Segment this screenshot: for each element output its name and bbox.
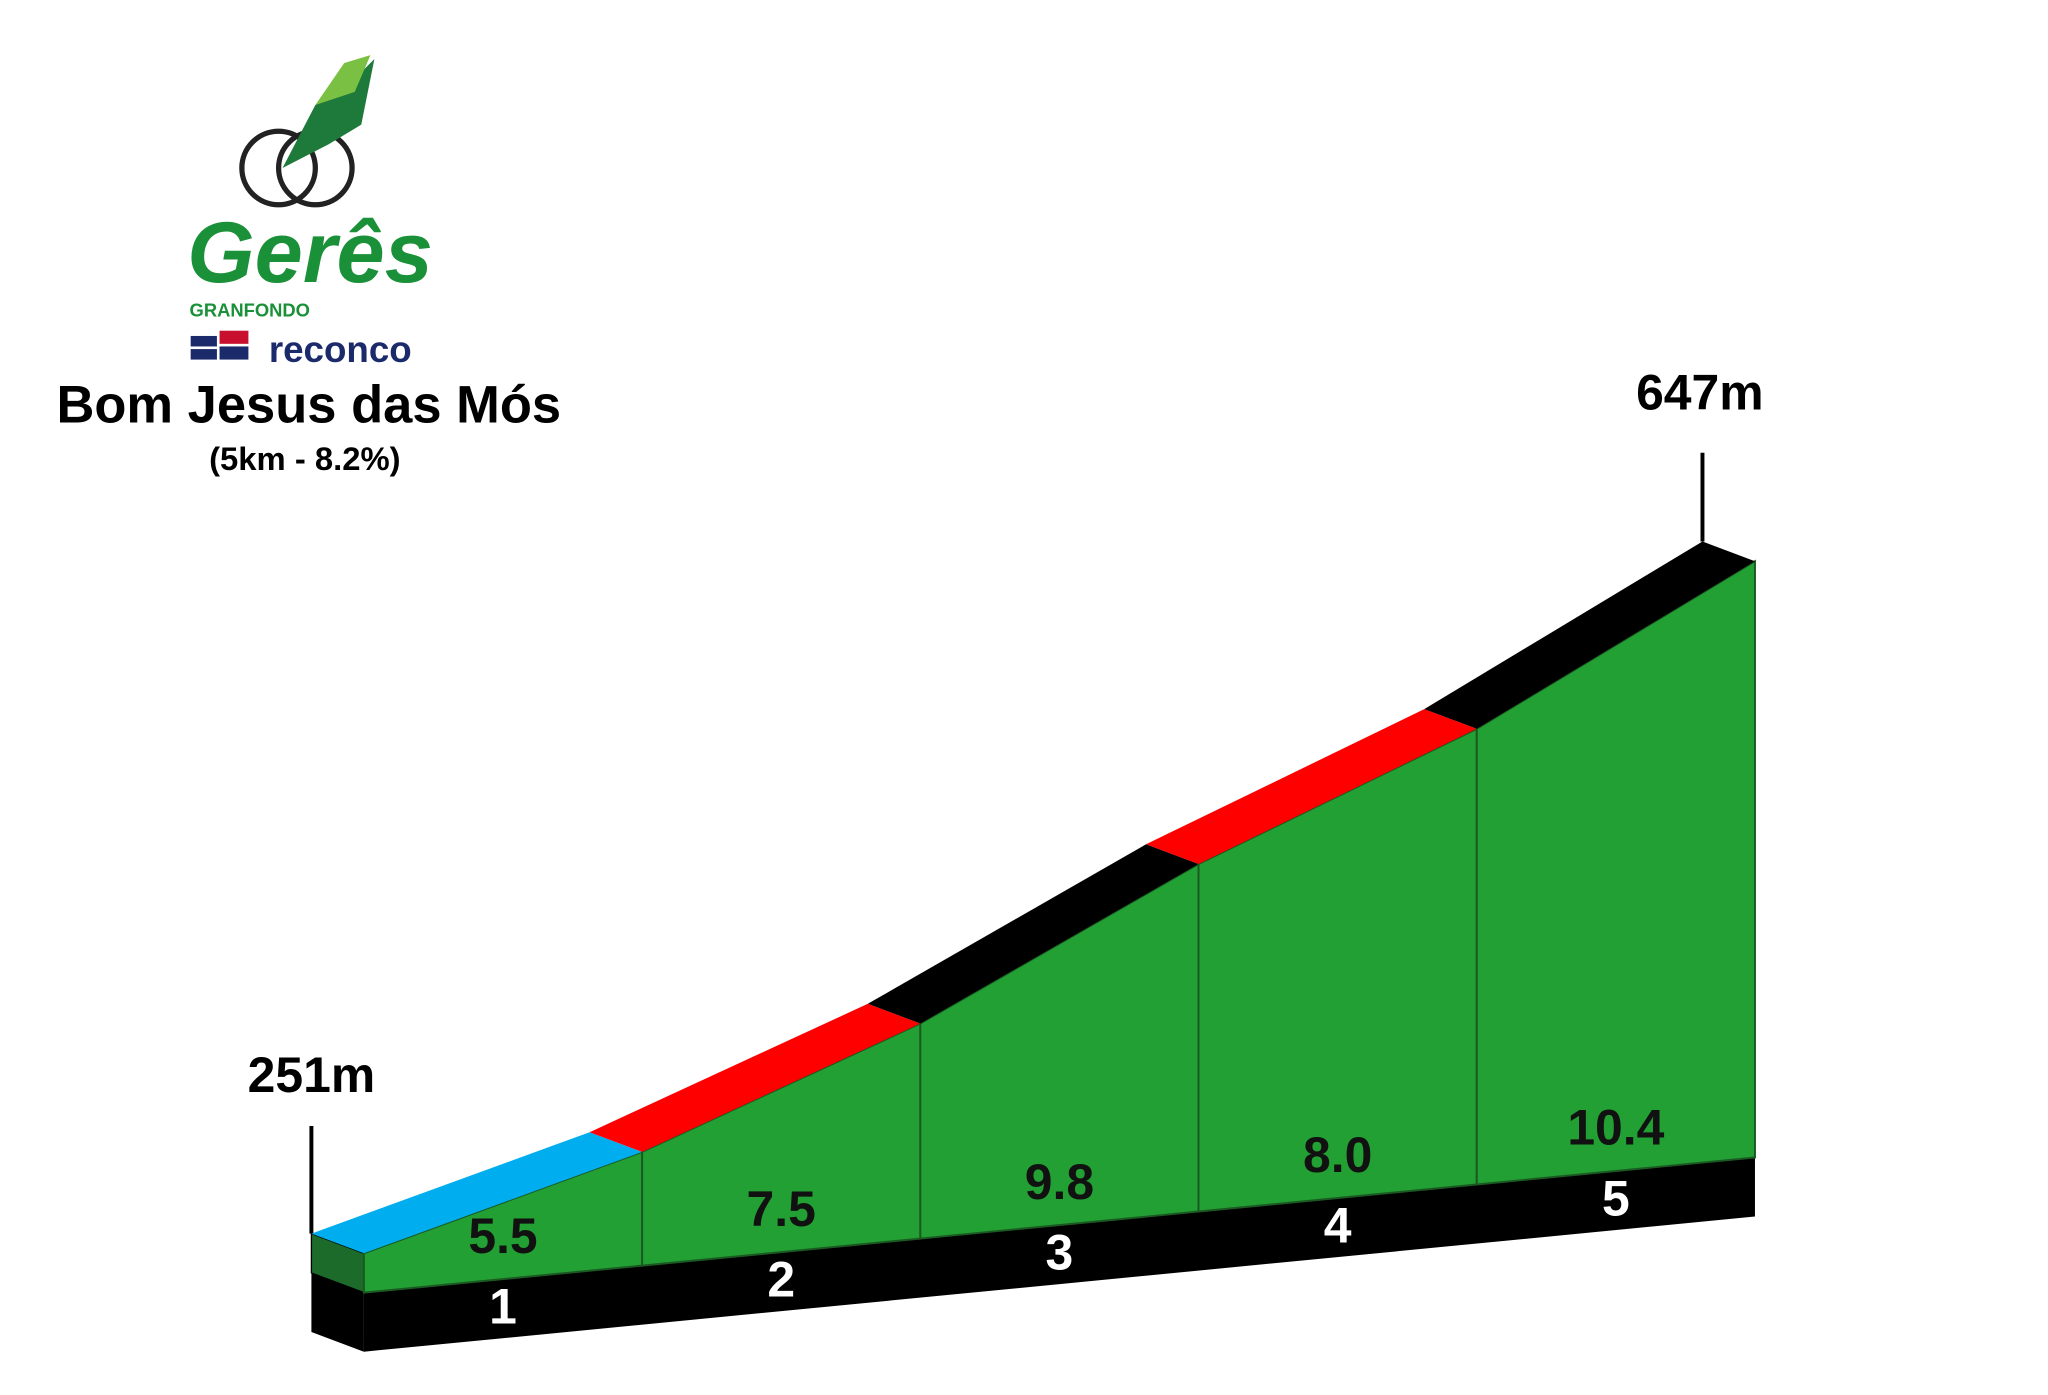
base-slab-side (311, 1272, 364, 1352)
logo-flag (190, 349, 217, 360)
chart-title: Bom Jesus das Mós (56, 376, 561, 435)
gradient-label: 8.0 (1303, 1127, 1372, 1183)
segment-top (1146, 709, 1477, 864)
gradient-label: 5.5 (468, 1208, 537, 1264)
gradient-label: 7.5 (747, 1181, 816, 1237)
logo-tagline: GRANFONDO (190, 299, 310, 320)
logo-flag (219, 346, 249, 360)
segment-top (311, 1132, 643, 1254)
logo-name: Gerês (187, 205, 433, 301)
segment-top (867, 844, 1199, 1024)
end-elevation: 647m (1636, 364, 1764, 420)
km-label: 5 (1602, 1171, 1630, 1227)
km-label: 2 (767, 1252, 795, 1308)
gradient-label: 10.4 (1567, 1100, 1664, 1156)
logo: Gerês GRANFONDO reconco (187, 55, 433, 370)
start-elevation: 251m (248, 1047, 376, 1103)
km-label: 3 (1046, 1225, 1074, 1281)
segment-top (589, 1003, 921, 1152)
gradient-label: 9.8 (1025, 1154, 1094, 1210)
km-label: 1 (489, 1279, 517, 1335)
km-label: 4 (1324, 1198, 1352, 1254)
chart-subtitle: (5km - 8.2%) (209, 440, 400, 477)
logo-flag (219, 330, 249, 344)
logo-wheel (239, 128, 318, 208)
base-slab (363, 1157, 1755, 1352)
logo-sponsor: reconco (269, 329, 412, 370)
logo-rider (315, 55, 371, 105)
segment-top (1424, 541, 1755, 729)
logo-flag (190, 335, 217, 347)
